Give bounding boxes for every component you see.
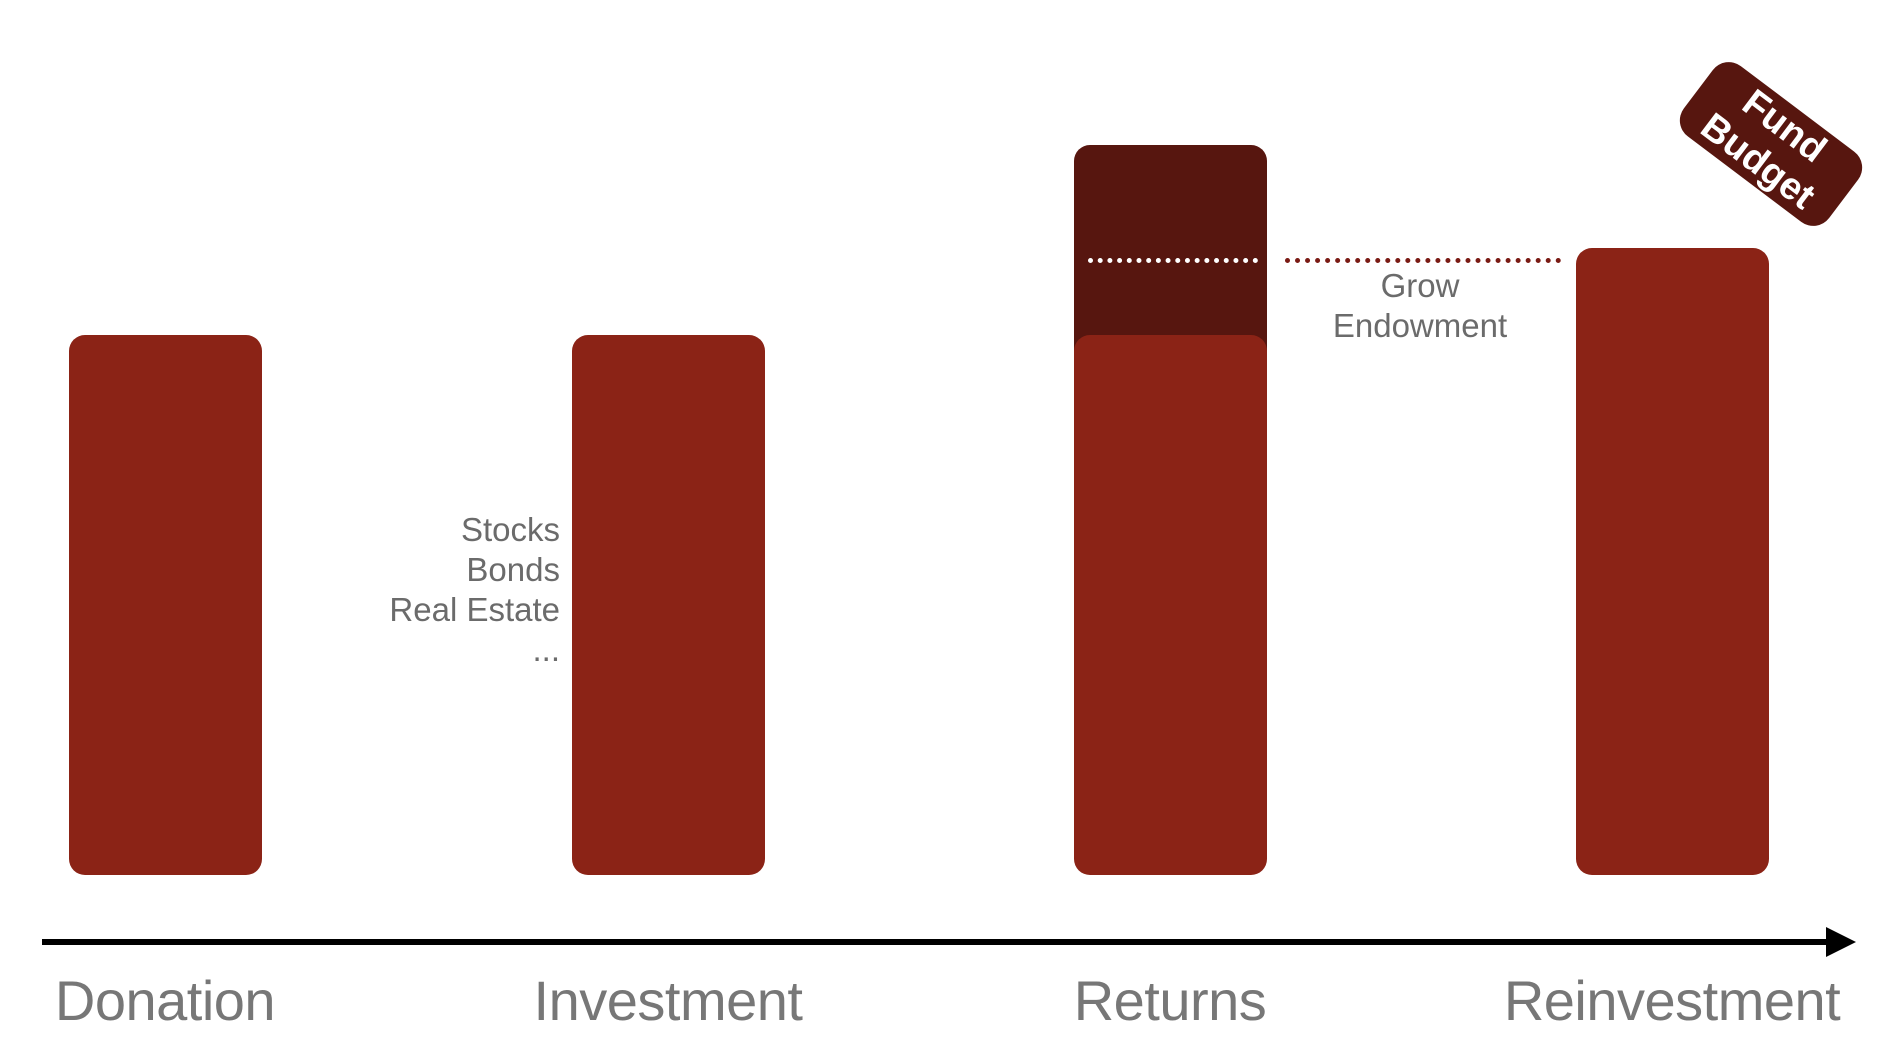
- note-bonds: Bonds: [466, 551, 560, 588]
- investment-notes: Stocks Bonds Real Estate ...: [389, 510, 560, 670]
- donation-bar: [69, 335, 262, 875]
- note-ellipsis: ...: [532, 631, 560, 668]
- investment-bar: [572, 335, 765, 875]
- note-stocks: Stocks: [460, 511, 560, 548]
- fund-budget-tag: Fund Budget: [1671, 54, 1871, 234]
- timeline-axis: [42, 939, 1842, 945]
- stage-label-reinvestment: Reinvestment: [1503, 969, 1841, 1032]
- grow-note-line1: Grow: [1380, 267, 1460, 304]
- reinvestment-bar: [1576, 248, 1769, 875]
- growth-dotted-line-extension: [1285, 258, 1561, 263]
- grow-endowment-note: Grow Endowment: [1320, 266, 1520, 346]
- right-arrow-icon: [1826, 927, 1856, 957]
- growth-dotted-line: [1088, 258, 1258, 263]
- returns-bar: [1074, 335, 1267, 875]
- stage-label-donation: Donation: [54, 969, 276, 1032]
- note-real-estate: Real Estate: [389, 591, 560, 628]
- stage-label-investment: Investment: [533, 969, 803, 1032]
- stage-label-returns: Returns: [1073, 969, 1267, 1032]
- grow-note-line2: Endowment: [1332, 307, 1508, 344]
